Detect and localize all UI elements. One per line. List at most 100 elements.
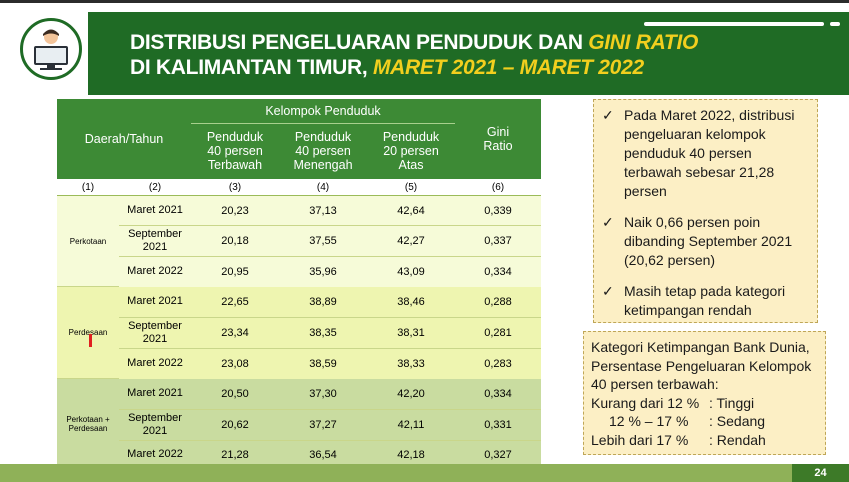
middle-40-cell: 37,30 (279, 378, 367, 410)
header-middle-40: Penduduk 40 persen Menengah (279, 123, 367, 179)
table-row: Maret 2022 21,28 36,54 42,18 0,327 (57, 440, 541, 469)
title-line1-text: DISTRIBUSI PENGELUARAN PENDUDUK DAN (130, 31, 589, 54)
category-label: : Rendah (709, 431, 766, 448)
category-range: Kurang dari 12 % (591, 394, 700, 411)
checkmark-icon: ✓ (602, 214, 614, 230)
period-cell: Maret 2022 (119, 256, 191, 287)
world-bank-category-box: Kategori Ketimpangan Bank Dunia, Persent… (583, 331, 826, 455)
gini-cell: 0,339 (455, 195, 541, 226)
period-cell: September 2021 (119, 409, 191, 441)
finding-item: ✓ Pada Maret 2022, distribusi pengeluaran… (602, 106, 809, 201)
gini-cell: 0,281 (455, 317, 541, 349)
category-row: Lebih dari 17 % : Rendah (591, 431, 819, 450)
gini-cell: 0,327 (455, 440, 541, 469)
title-line2-text: DI KALIMANTAN TIMUR, (130, 56, 373, 79)
bottom-40-cell: 23,34 (191, 317, 279, 349)
middle-40-cell: 35,96 (279, 256, 367, 287)
table-row: Maret 2022 23,08 38,59 38,33 0,283 (57, 348, 541, 379)
gini-cell: 0,334 (455, 378, 541, 410)
table-row: September 2021 23,34 38,35 38,31 0,281 (57, 317, 541, 349)
bottom-40-cell: 21,28 (191, 440, 279, 469)
gini-cell: 0,283 (455, 348, 541, 379)
title-line2-highlight: MARET 2021 – MARET 2022 (372, 56, 644, 79)
middle-40-cell: 36,54 (279, 440, 367, 469)
gini-cell: 0,337 (455, 225, 541, 257)
bottom-40-cell: 23,08 (191, 348, 279, 379)
table-row: September 2021 20,62 37,27 42,11 0,331 (57, 409, 541, 441)
category-range: 12 % – 17 % (609, 413, 689, 429)
middle-40-cell: 38,89 (279, 286, 367, 318)
bottom-40-cell: 20,62 (191, 409, 279, 441)
key-findings-box: ✓ Pada Maret 2022, distribusi pengeluaran… (593, 99, 818, 323)
page-number: 24 (792, 464, 849, 482)
checkmark-icon: ✓ (602, 283, 614, 299)
gini-cell: 0,288 (455, 286, 541, 318)
checkmark-icon: ✓ (602, 107, 614, 123)
table-row: Perdesaan Maret 2021 22,65 38,89 38,46 0… (57, 286, 541, 379)
header-top-20: Penduduk 20 persen Atas (367, 123, 455, 179)
top-20-cell: 42,18 (367, 440, 455, 469)
distribution-table: Daerah/Tahun Kelompok Penduduk Gini Rati… (57, 99, 541, 469)
header-population-group: Kelompok Penduduk (191, 99, 455, 124)
footer-bar (0, 464, 849, 482)
middle-40-cell: 38,35 (279, 317, 367, 349)
world-bank-heading: Kategori Ketimpangan Bank Dunia, Persent… (591, 339, 812, 392)
person-at-computer-icon (20, 18, 82, 80)
top-20-cell: 42,11 (367, 409, 455, 441)
middle-40-cell: 37,13 (279, 195, 367, 226)
column-number: (1) (57, 179, 119, 196)
middle-40-cell: 38,59 (279, 348, 367, 379)
gini-cell: 0,331 (455, 409, 541, 441)
title-line1-highlight: GINI RATIO (588, 31, 699, 54)
category-row: 12 % – 17 % : Sedang (591, 412, 819, 431)
period-cell: Maret 2021 (119, 195, 191, 226)
top-20-cell: 42,20 (367, 378, 455, 410)
decorative-bar (830, 22, 840, 26)
table-row: September 2021 20,18 37,55 42,27 0,337 (57, 225, 541, 257)
category-range: Lebih dari 17 % (591, 431, 689, 448)
table-row: Perkotaan + Perdesaan Maret 2021 20,50 3… (57, 378, 541, 469)
top-border (0, 0, 849, 3)
page-title: DISTRIBUSI PENGELUARAN PENDUDUK DAN GINI… (130, 30, 698, 80)
bottom-40-cell: 20,18 (191, 225, 279, 257)
column-number: (5) (367, 179, 455, 196)
region-label: Perkotaan + Perdesaan (57, 378, 119, 469)
period-cell: Maret 2021 (119, 286, 191, 318)
period-cell: Maret 2021 (119, 378, 191, 410)
middle-40-cell: 37,27 (279, 409, 367, 441)
category-label: : Sedang (709, 413, 766, 429)
table-row: Maret 2022 20,95 35,96 43,09 0,334 (57, 256, 541, 287)
column-number: (4) (279, 179, 367, 196)
table-row: Perkotaan Maret 2021 20,23 37,13 42,64 0… (57, 195, 541, 287)
finding-text: Pada Maret 2022, distribusi pengeluaran … (624, 107, 795, 199)
finding-text: Masih tetap pada kategori ketimpangan re… (624, 283, 786, 318)
bottom-40-cell: 20,95 (191, 256, 279, 287)
column-number: (3) (191, 179, 279, 196)
top-20-cell: 38,46 (367, 286, 455, 318)
top-20-cell: 38,31 (367, 317, 455, 349)
region-label: Perdesaan (57, 286, 119, 379)
middle-40-cell: 37,55 (279, 225, 367, 257)
header-region-year: Daerah/Tahun (57, 99, 191, 179)
region-label: Perkotaan (57, 195, 119, 287)
period-cell: Maret 2022 (119, 440, 191, 469)
top-20-cell: 43,09 (367, 256, 455, 287)
bottom-40-cell: 20,23 (191, 195, 279, 226)
bottom-40-cell: 22,65 (191, 286, 279, 318)
finding-text: Naik 0,66 persen poin dibanding Septembe… (624, 214, 793, 268)
category-label: : Tinggi (709, 394, 755, 411)
period-cell: September 2021 (119, 225, 191, 257)
period-cell: September 2021 (119, 317, 191, 349)
top-20-cell: 42,64 (367, 195, 455, 226)
header-gini-ratio: Gini Ratio (455, 99, 541, 179)
column-number: (6) (455, 179, 541, 196)
red-marker (89, 334, 92, 347)
top-20-cell: 42,27 (367, 225, 455, 257)
header-bottom-40: Penduduk 40 persen Terbawah (191, 123, 279, 179)
title-banner: DISTRIBUSI PENGELUARAN PENDUDUK DAN GINI… (88, 12, 849, 95)
category-row: Kurang dari 12 % : Tinggi (591, 394, 819, 413)
period-cell: Maret 2022 (119, 348, 191, 379)
column-number: (2) (119, 179, 191, 196)
finding-item: ✓ Naik 0,66 persen poin dibanding Septemb… (602, 213, 809, 270)
decorative-bar (644, 22, 824, 26)
